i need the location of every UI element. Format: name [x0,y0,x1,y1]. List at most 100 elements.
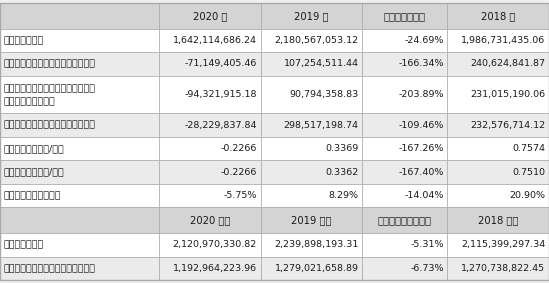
Bar [159,257,261,280]
Bar [362,137,447,160]
Bar [447,3,549,29]
Bar [362,76,447,113]
Text: -109.46%: -109.46% [398,121,444,130]
Text: -5.31%: -5.31% [410,241,444,249]
Text: -0.2266: -0.2266 [221,168,257,177]
Bar [261,160,362,184]
Text: 加权平均净资产收益率: 加权平均净资产收益率 [4,191,61,200]
Bar [261,184,362,207]
Bar [0,76,159,113]
Text: 90,794,358.83: 90,794,358.83 [289,90,358,99]
Bar [447,207,549,233]
Text: 2,239,898,193.31: 2,239,898,193.31 [274,241,358,249]
Bar [261,3,362,29]
Bar [362,52,447,76]
Text: 2,120,970,330.82: 2,120,970,330.82 [173,241,257,249]
Bar [447,52,549,76]
Text: 损益的净利润（元）: 损益的净利润（元） [4,98,55,106]
Text: 0.3369: 0.3369 [325,144,358,153]
Text: 2018 年末: 2018 年末 [478,215,518,225]
Text: 归属于上市公司股东的扣除非经常性: 归属于上市公司股东的扣除非经常性 [4,84,96,93]
Bar [447,184,549,207]
Bar [261,76,362,113]
Bar [362,29,447,52]
Text: 107,254,511.44: 107,254,511.44 [283,59,358,68]
Bar [261,52,362,76]
Bar [0,137,159,160]
Text: -94,321,915.18: -94,321,915.18 [184,90,257,99]
Bar [159,52,261,76]
Bar [159,160,261,184]
Bar [159,113,261,137]
Bar [447,257,549,280]
Text: 1,270,738,822.45: 1,270,738,822.45 [461,264,545,273]
Text: -166.34%: -166.34% [398,59,444,68]
Text: -71,149,405.46: -71,149,405.46 [184,59,257,68]
Text: -167.40%: -167.40% [398,168,444,177]
Bar [159,184,261,207]
Text: 1,986,731,435.06: 1,986,731,435.06 [461,36,545,45]
Bar [0,29,159,52]
Bar [159,76,261,113]
Bar [0,257,159,280]
Bar [447,76,549,113]
Text: 240,624,841.87: 240,624,841.87 [470,59,545,68]
Bar [447,29,549,52]
Bar [0,3,159,29]
Text: 231,015,190.06: 231,015,190.06 [470,90,545,99]
Bar [261,207,362,233]
Text: 2,180,567,053.12: 2,180,567,053.12 [274,36,358,45]
Bar [261,233,362,257]
Bar [0,207,159,233]
Bar [261,257,362,280]
Bar [159,137,261,160]
Bar [0,184,159,207]
Text: -167.26%: -167.26% [398,144,444,153]
Text: -24.69%: -24.69% [404,36,444,45]
Bar [447,160,549,184]
Text: 资产总额（元）: 资产总额（元） [4,241,44,249]
Text: -6.73%: -6.73% [410,264,444,273]
Bar [159,3,261,29]
Bar [0,233,159,257]
Text: 298,517,198.74: 298,517,198.74 [283,121,358,130]
Bar [362,207,447,233]
Bar [261,113,362,137]
Text: 2020 年末: 2020 年末 [190,215,230,225]
Text: 本年比上年增减: 本年比上年增减 [384,11,426,21]
Text: -203.89%: -203.89% [398,90,444,99]
Text: 0.3362: 0.3362 [325,168,358,177]
Bar [362,3,447,29]
Bar [447,137,549,160]
Text: 稀释每股收益（元/股）: 稀释每股收益（元/股） [4,168,65,177]
Text: -28,229,837.84: -28,229,837.84 [184,121,257,130]
Text: 0.7510: 0.7510 [512,168,545,177]
Text: 232,576,714.12: 232,576,714.12 [470,121,545,130]
Text: 8.29%: 8.29% [328,191,358,200]
Bar [261,29,362,52]
Text: 1,642,114,686.24: 1,642,114,686.24 [173,36,257,45]
Text: 2018 年: 2018 年 [481,11,516,21]
Bar [159,29,261,52]
Text: 2,115,399,297.34: 2,115,399,297.34 [461,241,545,249]
Bar [159,233,261,257]
Bar [447,233,549,257]
Bar [447,113,549,137]
Bar [0,160,159,184]
Text: -5.75%: -5.75% [223,191,257,200]
Text: 2019 年末: 2019 年末 [292,215,332,225]
Bar [362,184,447,207]
Text: 经营活动产生的现金流量净额（元）: 经营活动产生的现金流量净额（元） [4,121,96,130]
Bar [362,160,447,184]
Bar [0,113,159,137]
Bar [362,233,447,257]
Text: -14.04%: -14.04% [404,191,444,200]
Text: 2019 年: 2019 年 [294,11,329,21]
Text: 1,279,021,658.89: 1,279,021,658.89 [274,264,358,273]
Text: 本年末比上年末增减: 本年末比上年末增减 [378,215,432,225]
Text: 20.90%: 20.90% [509,191,545,200]
Text: 基本每股收益（元/股）: 基本每股收益（元/股） [4,144,65,153]
Text: 1,192,964,223.96: 1,192,964,223.96 [173,264,257,273]
Text: 营业收入（元）: 营业收入（元） [4,36,44,45]
Bar [159,207,261,233]
